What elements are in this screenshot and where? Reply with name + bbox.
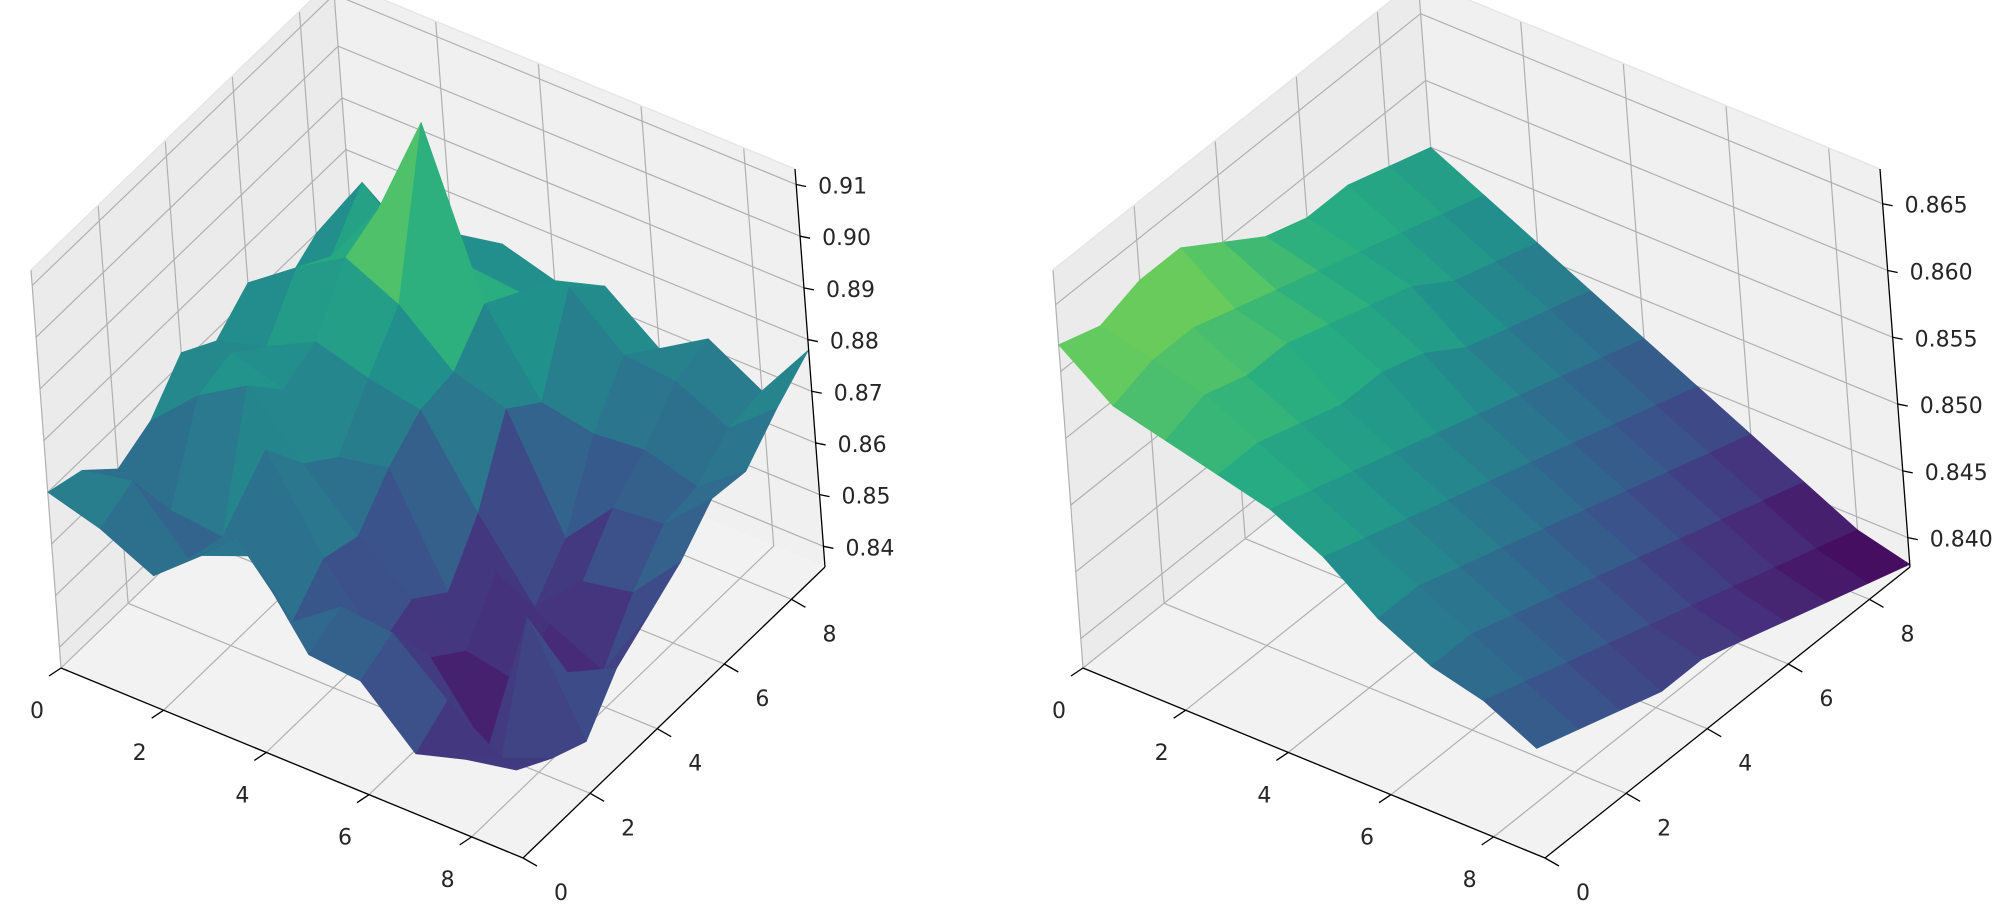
y-tick-label: 6	[1819, 687, 1833, 712]
z-tick-mark	[1882, 203, 1893, 207]
x-tick-mark	[1378, 794, 1392, 804]
z-tick-mark	[819, 493, 830, 498]
z-axis-line	[1879, 168, 1911, 568]
x-tick-label: 6	[1360, 826, 1374, 851]
z-tick-label: 0.865	[1905, 194, 1968, 219]
axes: 0 2 4 6 8 0 2 4 6 8 0.84 0.85 0.86 0.87 0.88 0.89 0.90 0.…	[30, 168, 894, 906]
z-tick-label: 0.855	[1915, 327, 1978, 352]
z-tick-mark	[1887, 269, 1898, 274]
y-axis-line	[1544, 566, 1911, 859]
surface-patch-8-0	[465, 757, 552, 771]
grid-line-z	[43, 148, 809, 442]
y-tick-mark	[589, 792, 605, 802]
x-tick-label: 4	[1257, 783, 1271, 808]
x-tick-label: 8	[1463, 868, 1477, 893]
z-tick-label: 0.860	[1910, 261, 1973, 286]
z-tick-mark	[807, 338, 818, 343]
z-tick-label: 0.84	[845, 536, 894, 561]
x-tick-mark	[48, 667, 62, 677]
y-tick-mark	[1869, 598, 1884, 608]
z-tick-mark	[796, 183, 807, 188]
z-tick-label: 0.87	[834, 381, 883, 406]
z-tick-mark	[803, 287, 815, 291]
y-tick-label: 0	[1576, 881, 1590, 906]
z-tick-label: 0.840	[1930, 528, 1993, 553]
pane-top-edge	[1052, 0, 1881, 271]
z-tick-mark	[799, 235, 811, 239]
surface-panel-2: 0 2 4 6 8 0 2 4 6 8 0.840 0.845 0.850 0.855 0.860 0.865	[1052, 0, 1993, 906]
x-tick-label: 4	[235, 783, 249, 808]
z-tick-label: 0.89	[826, 278, 875, 303]
x-tick-mark	[151, 709, 165, 719]
z-tick-label: 0.88	[830, 330, 879, 355]
y-tick-mark	[1625, 792, 1641, 802]
x-tick-label: 2	[1155, 741, 1169, 766]
z-tick-label: 0.845	[1925, 461, 1988, 486]
y-tick-label: 2	[1657, 816, 1671, 841]
z-tick-label: 0.86	[838, 433, 887, 458]
x-tick-mark	[253, 751, 267, 761]
pane-edges	[1052, 0, 1881, 271]
pane-edges	[30, 0, 796, 271]
z-tick-mark	[823, 545, 834, 549]
grid-line-z	[31, 0, 797, 286]
y-tick-mark	[1788, 663, 1803, 673]
z-tick-label: 0.85	[842, 485, 891, 510]
x-tick-label: 6	[338, 826, 352, 851]
x-tick-label: 0	[1052, 699, 1066, 724]
grid-line-z	[35, 45, 801, 338]
x-tick-mark	[1173, 709, 1187, 719]
x-tick-mark	[1275, 751, 1289, 761]
y-tick-mark	[1706, 728, 1722, 738]
z-tick-mark	[1897, 403, 1908, 407]
x-axis-line	[60, 667, 524, 859]
y-tick-label: 8	[822, 622, 836, 647]
surface-patch-8-0	[1483, 681, 1579, 749]
surface	[47, 122, 809, 771]
surface	[1058, 147, 1911, 749]
axes: 0 2 4 6 8 0 2 4 6 8 0.840 0.845 0.850 0.855 0.860 0.865	[1052, 168, 1993, 906]
y-tick-mark	[724, 663, 739, 673]
z-tick-mark	[1902, 470, 1913, 474]
x-tick-mark	[356, 794, 370, 804]
x-tick-mark	[1070, 667, 1084, 677]
grid-line-z	[39, 97, 805, 390]
x-tick-mark	[1481, 836, 1495, 846]
y-tick-label: 4	[1738, 752, 1752, 777]
x-tick-label: 8	[441, 868, 455, 893]
z-tick-mark	[811, 390, 822, 394]
y-tick-label: 2	[621, 816, 635, 841]
y-tick-label: 4	[688, 752, 702, 777]
grid-line-z	[1055, 13, 1883, 306]
y-tick-mark	[791, 598, 806, 608]
y-tick-label: 8	[1900, 622, 1914, 647]
z-tick-label: 0.90	[822, 226, 871, 251]
y-tick-mark	[1544, 857, 1560, 867]
y-axis-line	[522, 566, 826, 859]
y-tick-label: 0	[554, 881, 568, 906]
surface-panel-1: 0 2 4 6 8 0 2 4 6 8 0.84 0.85 0.86 0.87 0.88 0.89 0.90 0.…	[30, 0, 894, 906]
back-wall-pane	[1419, 0, 1910, 567]
x-axis-line	[1082, 667, 1546, 859]
y-tick-mark	[522, 857, 538, 867]
z-tick-mark	[815, 442, 826, 446]
pane-top-edge	[30, 0, 796, 271]
z-tick-mark	[1892, 336, 1903, 340]
y-tick-mark	[656, 728, 672, 738]
z-axis-line	[794, 168, 826, 568]
x-tick-label: 2	[133, 741, 147, 766]
z-tick-label: 0.91	[818, 175, 867, 200]
y-tick-label: 6	[755, 687, 769, 712]
z-tick-mark	[1907, 536, 1918, 541]
z-tick-label: 0.850	[1920, 394, 1983, 419]
x-tick-label: 0	[30, 699, 44, 724]
x-tick-mark	[459, 836, 473, 846]
